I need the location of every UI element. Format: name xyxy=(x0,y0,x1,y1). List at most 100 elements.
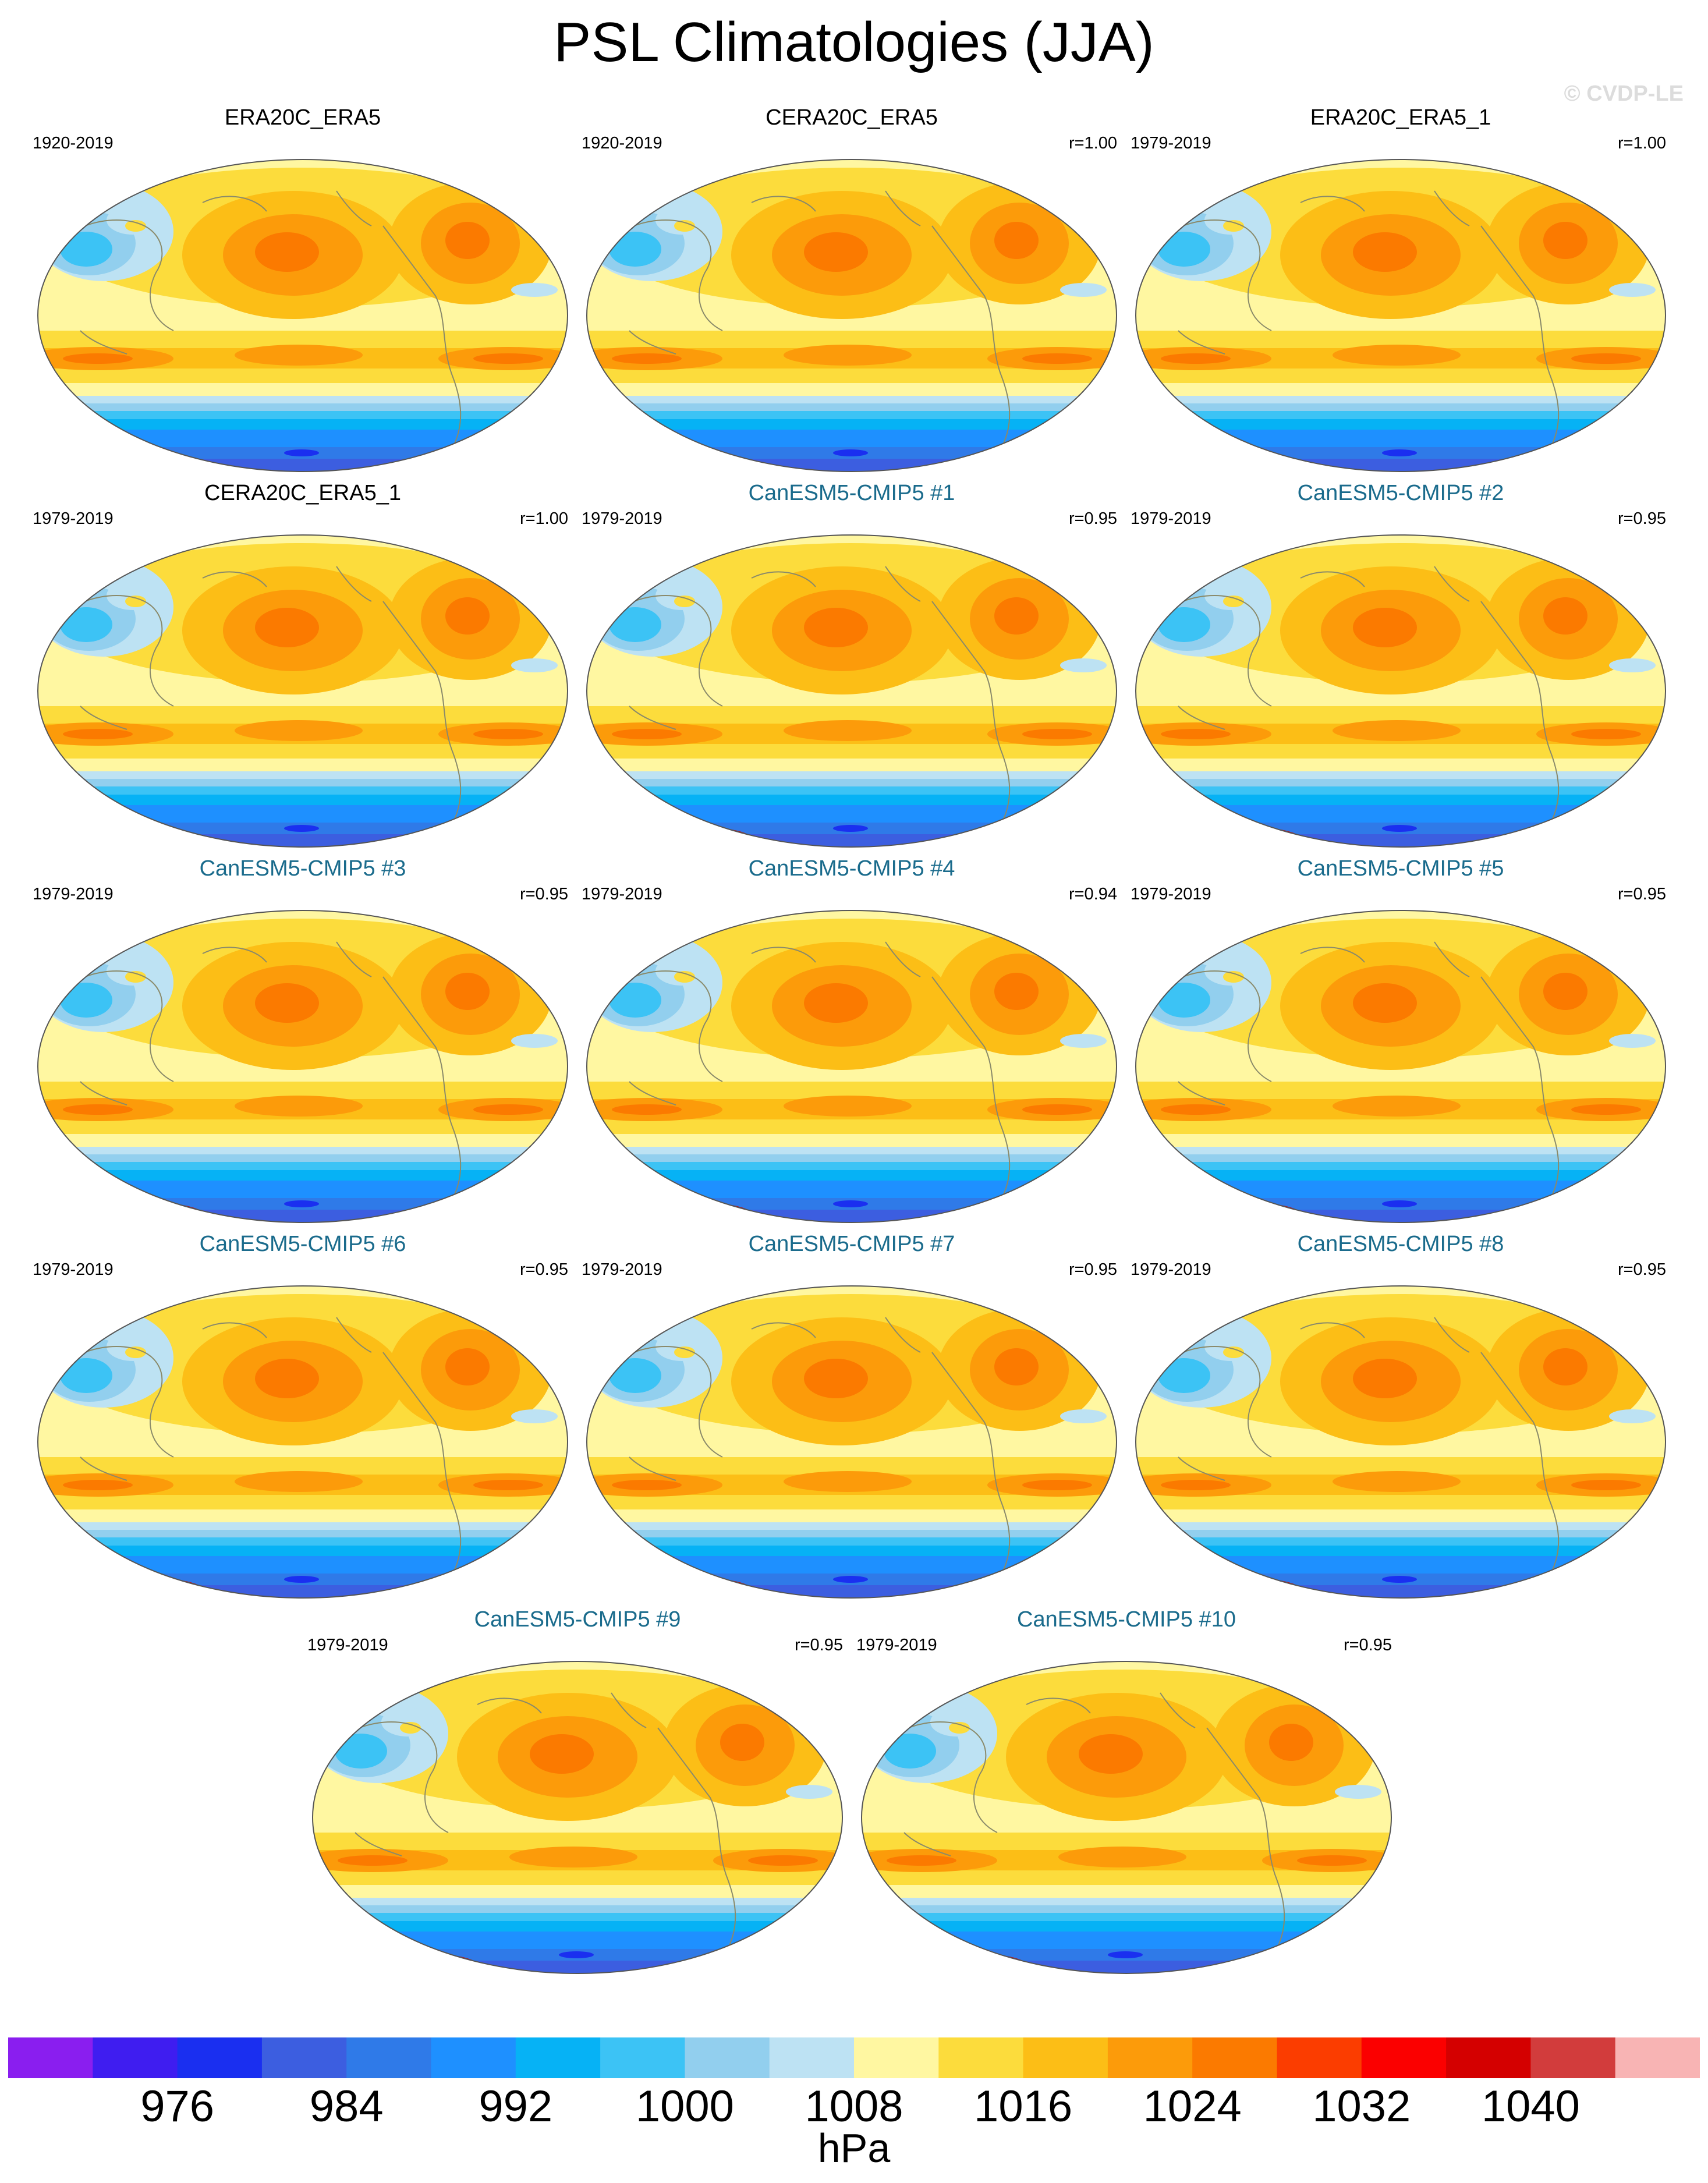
panel-title: CanESM5-CMIP5 #2 xyxy=(1297,481,1504,505)
panel-title: CanESM5-CMIP5 #7 xyxy=(748,1232,955,1256)
psl-map xyxy=(1135,534,1666,848)
colorbar-tick-label: 1024 xyxy=(1143,2082,1242,2131)
map-panel: ERA20C_ERA5_1 1979-2019 r=1.00 xyxy=(1127,105,1674,477)
panel-title: CanESM5-CMIP5 #5 xyxy=(1297,856,1504,881)
panel-title: CanESM5-CMIP5 #8 xyxy=(1297,1232,1504,1256)
colorbar-swatch xyxy=(600,2037,685,2078)
map-panel: CERA20C_ERA5 1920-2019 r=1.00 xyxy=(578,105,1125,477)
map-panel: CanESM5-CMIP5 #2 1979-2019 r=0.95 xyxy=(1127,480,1674,853)
panel-title: CERA20C_ERA5 xyxy=(766,105,938,130)
panel-correlation: r=0.95 xyxy=(1343,1636,1392,1654)
psl-map xyxy=(37,910,568,1223)
colorbar-units: hPa xyxy=(817,2125,891,2171)
panel-period: 1979-2019 xyxy=(1131,1260,1211,1279)
map-panel: CanESM5-CMIP5 #10 1979-2019 r=0.95 xyxy=(853,1607,1400,1979)
panel-correlation: r=0.95 xyxy=(1617,509,1666,528)
map-panel: CanESM5-CMIP5 #3 1979-2019 r=0.95 xyxy=(29,856,576,1228)
psl-map xyxy=(586,159,1117,472)
panel-correlation: r=0.95 xyxy=(1617,885,1666,903)
colorbar-swatch xyxy=(1192,2037,1277,2078)
panel-period: 1979-2019 xyxy=(582,509,662,528)
colorbar-tick-label: 1000 xyxy=(635,2082,734,2131)
colorbar-tick-label: 1008 xyxy=(805,2082,903,2131)
copyright-label: © CVDP-LE xyxy=(1564,81,1684,106)
panel-correlation: r=0.95 xyxy=(519,1260,568,1279)
panel-title: CanESM5-CMIP5 #6 xyxy=(199,1232,406,1256)
panel-period: 1979-2019 xyxy=(582,1260,662,1279)
panel-period: 1979-2019 xyxy=(582,885,662,903)
colorbar-swatch xyxy=(346,2037,431,2078)
panel-title: CanESM5-CMIP5 #1 xyxy=(748,481,955,505)
map-panel: CanESM5-CMIP5 #9 1979-2019 r=0.95 xyxy=(304,1607,851,1979)
colorbar-swatch xyxy=(1023,2037,1108,2078)
colorbar-swatch xyxy=(1615,2037,1700,2078)
panel-period: 1979-2019 xyxy=(1131,509,1211,528)
panel-correlation: r=0.95 xyxy=(1068,1260,1117,1279)
panel-correlation: r=1.00 xyxy=(1617,134,1666,153)
panel-period: 1979-2019 xyxy=(33,1260,114,1279)
panel-title: CanESM5-CMIP5 #4 xyxy=(748,856,955,881)
map-panel: CanESM5-CMIP5 #7 1979-2019 r=0.95 xyxy=(578,1231,1125,1604)
panel-title: CanESM5-CMIP5 #10 xyxy=(1017,1607,1236,1632)
colorbar-swatch xyxy=(1446,2037,1531,2078)
psl-map xyxy=(586,1285,1117,1599)
colorbar-swatch xyxy=(1530,2037,1616,2078)
panel-period: 1979-2019 xyxy=(307,1636,388,1654)
map-panel: CanESM5-CMIP5 #6 1979-2019 r=0.95 xyxy=(29,1231,576,1604)
map-panel: CanESM5-CMIP5 #5 1979-2019 r=0.95 xyxy=(1127,856,1674,1228)
colorbar-swatch xyxy=(8,2037,93,2078)
colorbar-tick-label: 1016 xyxy=(974,2082,1073,2131)
psl-map xyxy=(37,534,568,848)
colorbar-tick-label: 984 xyxy=(309,2082,384,2131)
colorbar-swatch xyxy=(938,2037,1024,2078)
colorbar-swatch xyxy=(685,2037,770,2078)
panel-period: 1979-2019 xyxy=(1131,885,1211,903)
panel-title: CanESM5-CMIP5 #9 xyxy=(474,1607,681,1632)
psl-map xyxy=(37,1285,568,1599)
page-title: PSL Climatologies (JJA) xyxy=(554,11,1154,73)
colorbar-tick-label: 992 xyxy=(479,2082,553,2131)
psl-map xyxy=(312,1661,843,1974)
colorbar-swatch xyxy=(515,2037,601,2078)
panel-period: 1920-2019 xyxy=(33,134,114,153)
map-panels-grid: ERA20C_ERA5 1920-2019 CERA20C_ERA5 1920-201… xyxy=(29,105,1674,1979)
panel-period: 1979-2019 xyxy=(1131,134,1211,153)
panel-title: ERA20C_ERA5 xyxy=(224,105,381,130)
psl-map xyxy=(861,1661,1392,1974)
panel-period: 1979-2019 xyxy=(33,885,114,903)
panel-period: 1979-2019 xyxy=(33,509,114,528)
psl-map xyxy=(37,159,568,472)
panel-correlation: r=1.00 xyxy=(519,509,568,528)
psl-map xyxy=(586,534,1117,848)
colorbar xyxy=(8,2037,1700,2078)
panel-title: CERA20C_ERA5_1 xyxy=(204,481,401,505)
map-panel: CanESM5-CMIP5 #8 1979-2019 r=0.95 xyxy=(1127,1231,1674,1604)
colorbar-tick-label: 1032 xyxy=(1312,2082,1411,2131)
colorbar-swatch xyxy=(1361,2037,1447,2078)
psl-map xyxy=(1135,159,1666,472)
colorbar-swatch xyxy=(93,2037,178,2078)
map-panel: CanESM5-CMIP5 #4 1979-2019 r=0.94 xyxy=(578,856,1125,1228)
panel-period: 1920-2019 xyxy=(582,134,662,153)
colorbar-swatch xyxy=(1277,2037,1362,2078)
map-panel: CanESM5-CMIP5 #1 1979-2019 r=0.95 xyxy=(578,480,1125,853)
colorbar-swatch xyxy=(261,2037,347,2078)
colorbar-tick-label: 976 xyxy=(140,2082,214,2131)
map-panel: CERA20C_ERA5_1 1979-2019 r=1.00 xyxy=(29,480,576,853)
panel-correlation: r=0.95 xyxy=(519,885,568,903)
map-panel: ERA20C_ERA5 1920-2019 xyxy=(29,105,576,477)
colorbar-swatch xyxy=(177,2037,263,2078)
panel-correlation: r=0.95 xyxy=(1068,509,1117,528)
panel-correlation: r=0.95 xyxy=(1617,1260,1666,1279)
colorbar-swatch xyxy=(1107,2037,1193,2078)
colorbar-swatch xyxy=(769,2037,855,2078)
panel-correlation: r=0.95 xyxy=(794,1636,843,1654)
panel-title: ERA20C_ERA5_1 xyxy=(1310,105,1491,130)
panel-title: CanESM5-CMIP5 #3 xyxy=(199,856,406,881)
colorbar-tick-label: 1040 xyxy=(1481,2082,1580,2131)
psl-map xyxy=(1135,910,1666,1223)
colorbar-swatch xyxy=(854,2037,939,2078)
psl-map xyxy=(1135,1285,1666,1599)
panel-period: 1979-2019 xyxy=(856,1636,937,1654)
psl-map xyxy=(586,910,1117,1223)
